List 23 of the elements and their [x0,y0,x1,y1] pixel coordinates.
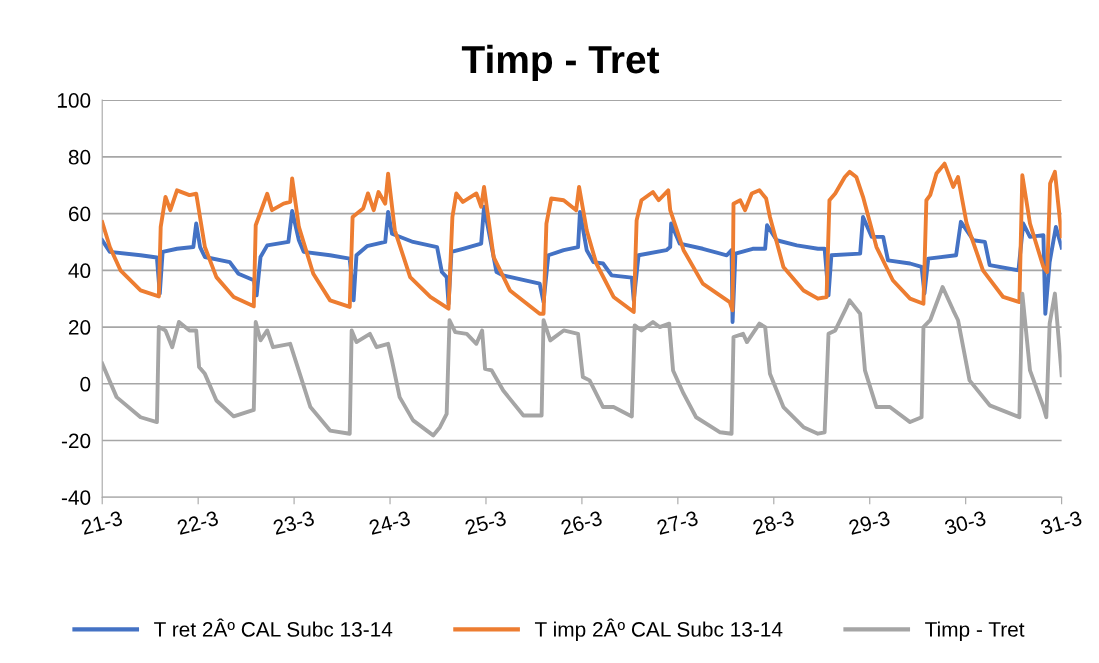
x-tick-label: 29-3 [848,510,891,536]
y-tick-label: 80 [68,149,91,165]
x-tick-label: 22-3 [176,510,219,536]
chart-title: Timp - Tret [461,44,660,82]
x-tick-label: 26-3 [560,510,603,536]
y-tick-label: 40 [68,263,91,279]
legend-label: T ret 2Âº CAL Subc 13-14 [154,618,393,637]
legend-label: Timp - Tret [925,621,1025,641]
x-tick-label: 27-3 [656,510,699,536]
x-tick-label: 23-3 [272,510,315,536]
x-tick-label: 25-3 [464,510,507,536]
x-tick-label: 30-3 [943,510,987,536]
y-tick-label: -40 [61,490,91,505]
x-tick-label: 28-3 [752,510,795,536]
y-tick-label: -20 [61,433,91,449]
y-tick-label: 20 [68,320,91,335]
y-tick-label: 60 [68,206,91,222]
y-tick-label: 100 [57,93,91,108]
y-tick-label: 0 [80,376,91,392]
legend-label: T imp 2Âº CAL Subc 13-14 [534,618,783,641]
x-tick-label: 31-3 [1039,510,1083,536]
x-tick-label: 24-3 [368,510,411,536]
x-tick-label: 21-3 [80,510,123,536]
